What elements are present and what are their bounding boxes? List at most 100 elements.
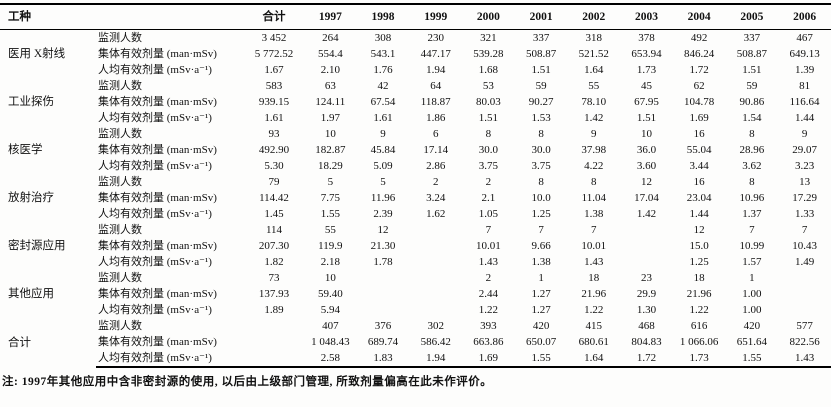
value-cell: 55.04 xyxy=(686,144,712,156)
value-cell xyxy=(409,302,462,318)
year-column-header: 2006 xyxy=(778,4,831,30)
value-cell: 3.60 xyxy=(636,160,657,172)
value-cell: 73 xyxy=(268,272,280,284)
value-cell: 1.61 xyxy=(264,112,284,124)
value-cell: 1.49 xyxy=(794,256,815,268)
value-cell: 1.51 xyxy=(531,64,551,76)
value-cell: 182.87 xyxy=(315,144,346,156)
value-cell: 468 xyxy=(638,320,655,332)
value-cell: 1.73 xyxy=(636,64,657,76)
value-cell: 492.90 xyxy=(258,144,290,156)
value-cell: 1.00 xyxy=(742,288,762,300)
value-cell: 42 xyxy=(377,80,389,92)
value-cell: 492 xyxy=(690,32,708,44)
value-cell: 1.44 xyxy=(689,208,709,220)
value-cell: 10.01 xyxy=(476,240,501,252)
occupational-dose-table: 工种 合计 1997 1998 1999 2000 2001 2002 2003 2004 20… xyxy=(0,3,831,368)
value-cell: 3.44 xyxy=(689,160,709,172)
value-cell: 653.94 xyxy=(631,48,662,60)
value-cell: 79 xyxy=(268,176,280,188)
metric-label: 集体有效剂量 (man·mSv) xyxy=(98,192,217,204)
value-cell: 30.0 xyxy=(531,144,551,156)
value-cell: 616 xyxy=(690,320,708,332)
table-row: 人均有效剂量 (mSv·a⁻¹) 1.61 1.97 1.61 1.86 1.51 1.53… xyxy=(0,110,831,126)
total-column-header: 合计 xyxy=(244,4,304,30)
value-cell: 10 xyxy=(324,128,336,140)
value-cell: 337 xyxy=(532,32,550,44)
value-cell: 1.86 xyxy=(426,112,446,124)
metric-label: 人均有效剂量 (mSv·a⁻¹) xyxy=(98,304,212,316)
value-cell: 420 xyxy=(532,320,550,332)
value-cell: 264 xyxy=(322,32,339,44)
metric-label: 监测人数 xyxy=(98,272,142,284)
table-row: 集体有效剂量 (man·mSv) 207.30 119.9 21.30 10.01 9.6… xyxy=(0,238,831,254)
value-cell: 2.10 xyxy=(320,64,340,76)
value-cell: 939.15 xyxy=(258,96,290,108)
work-type-column-header: 工种 xyxy=(0,4,244,30)
value-cell: 447.17 xyxy=(420,48,451,60)
value-cell: 59.40 xyxy=(317,288,343,300)
value-cell: 93 xyxy=(268,128,280,140)
value-cell: 1.39 xyxy=(794,64,815,76)
value-cell: 10.0 xyxy=(531,192,551,204)
footnote: 注: 1997年其他应用中含非密封源的使用, 以后由上级部门管理, 所致剂量偏高… xyxy=(2,376,493,388)
value-cell: 21.96 xyxy=(581,288,607,300)
value-cell xyxy=(778,286,831,302)
table-row: 集体有效剂量 (man·mSv) 1 048.43 689.74 586.42 663.… xyxy=(0,334,831,350)
value-cell: 1.37 xyxy=(742,208,762,220)
value-cell: 8 xyxy=(749,176,755,188)
value-cell: 207.30 xyxy=(258,240,290,252)
value-cell: 1.33 xyxy=(794,208,815,220)
year-column-header: 2005 xyxy=(725,4,779,30)
value-cell: 81 xyxy=(799,80,811,92)
value-cell: 5.94 xyxy=(320,304,340,316)
value-cell: 12 xyxy=(640,176,652,188)
value-cell: 1.44 xyxy=(794,112,815,124)
value-cell: 63 xyxy=(324,80,336,92)
value-cell: 393 xyxy=(480,320,497,332)
value-cell: 1.43 xyxy=(778,350,831,368)
value-cell: 822.56 xyxy=(789,336,820,348)
value-cell: 23.04 xyxy=(686,192,712,204)
value-cell: 8 xyxy=(749,128,755,140)
value-cell: 67.54 xyxy=(370,96,396,108)
value-cell xyxy=(244,350,304,368)
value-cell xyxy=(620,222,673,238)
value-cell: 420 xyxy=(743,320,761,332)
year-column-header: 2000 xyxy=(462,4,515,30)
value-cell: 804.83 xyxy=(631,336,662,348)
value-cell xyxy=(778,270,831,286)
value-cell: 2.1 xyxy=(481,192,496,204)
value-cell: 36.0 xyxy=(636,144,657,156)
value-cell: 467 xyxy=(796,32,813,44)
value-cell: 18 xyxy=(588,272,600,284)
work-type-label: 放射治疗 xyxy=(8,192,54,204)
value-cell: 3.75 xyxy=(531,160,551,172)
value-cell: 114 xyxy=(265,224,283,236)
value-cell: 11.04 xyxy=(581,192,606,204)
value-cell: 124.11 xyxy=(315,96,346,108)
value-cell: 8 xyxy=(485,128,492,140)
table-row: 集体有效剂量 (man·mSv) 5 772.52 554.4 543.1 447.17… xyxy=(0,46,831,62)
work-type-label: 密封源应用 xyxy=(8,240,66,252)
table-row: 集体有效剂量 (man·mSv) 114.42 7.75 11.96 3.24 2.1 10… xyxy=(0,190,831,206)
value-cell: 7 xyxy=(749,224,755,236)
value-cell xyxy=(244,318,304,334)
value-cell: 649.13 xyxy=(789,48,820,60)
value-cell: 2.86 xyxy=(426,160,446,172)
value-cell: 586.42 xyxy=(420,336,451,348)
value-cell: 407 xyxy=(322,320,339,332)
value-cell: 1.72 xyxy=(620,350,673,368)
value-cell: 1.94 xyxy=(426,64,446,76)
value-cell: 1.55 xyxy=(320,208,340,220)
value-cell: 689.74 xyxy=(367,336,399,348)
value-cell: 230 xyxy=(427,32,444,44)
metric-label: 集体有效剂量 (man·mSv) xyxy=(98,48,217,60)
value-cell: 21.96 xyxy=(686,288,712,300)
value-cell: 8 xyxy=(538,128,544,140)
value-cell: 1.38 xyxy=(584,208,604,220)
value-cell: 508.87 xyxy=(525,48,557,60)
metric-label: 人均有效剂量 (mSv·a⁻¹) xyxy=(98,208,212,220)
value-cell: 1.43 xyxy=(584,256,604,268)
